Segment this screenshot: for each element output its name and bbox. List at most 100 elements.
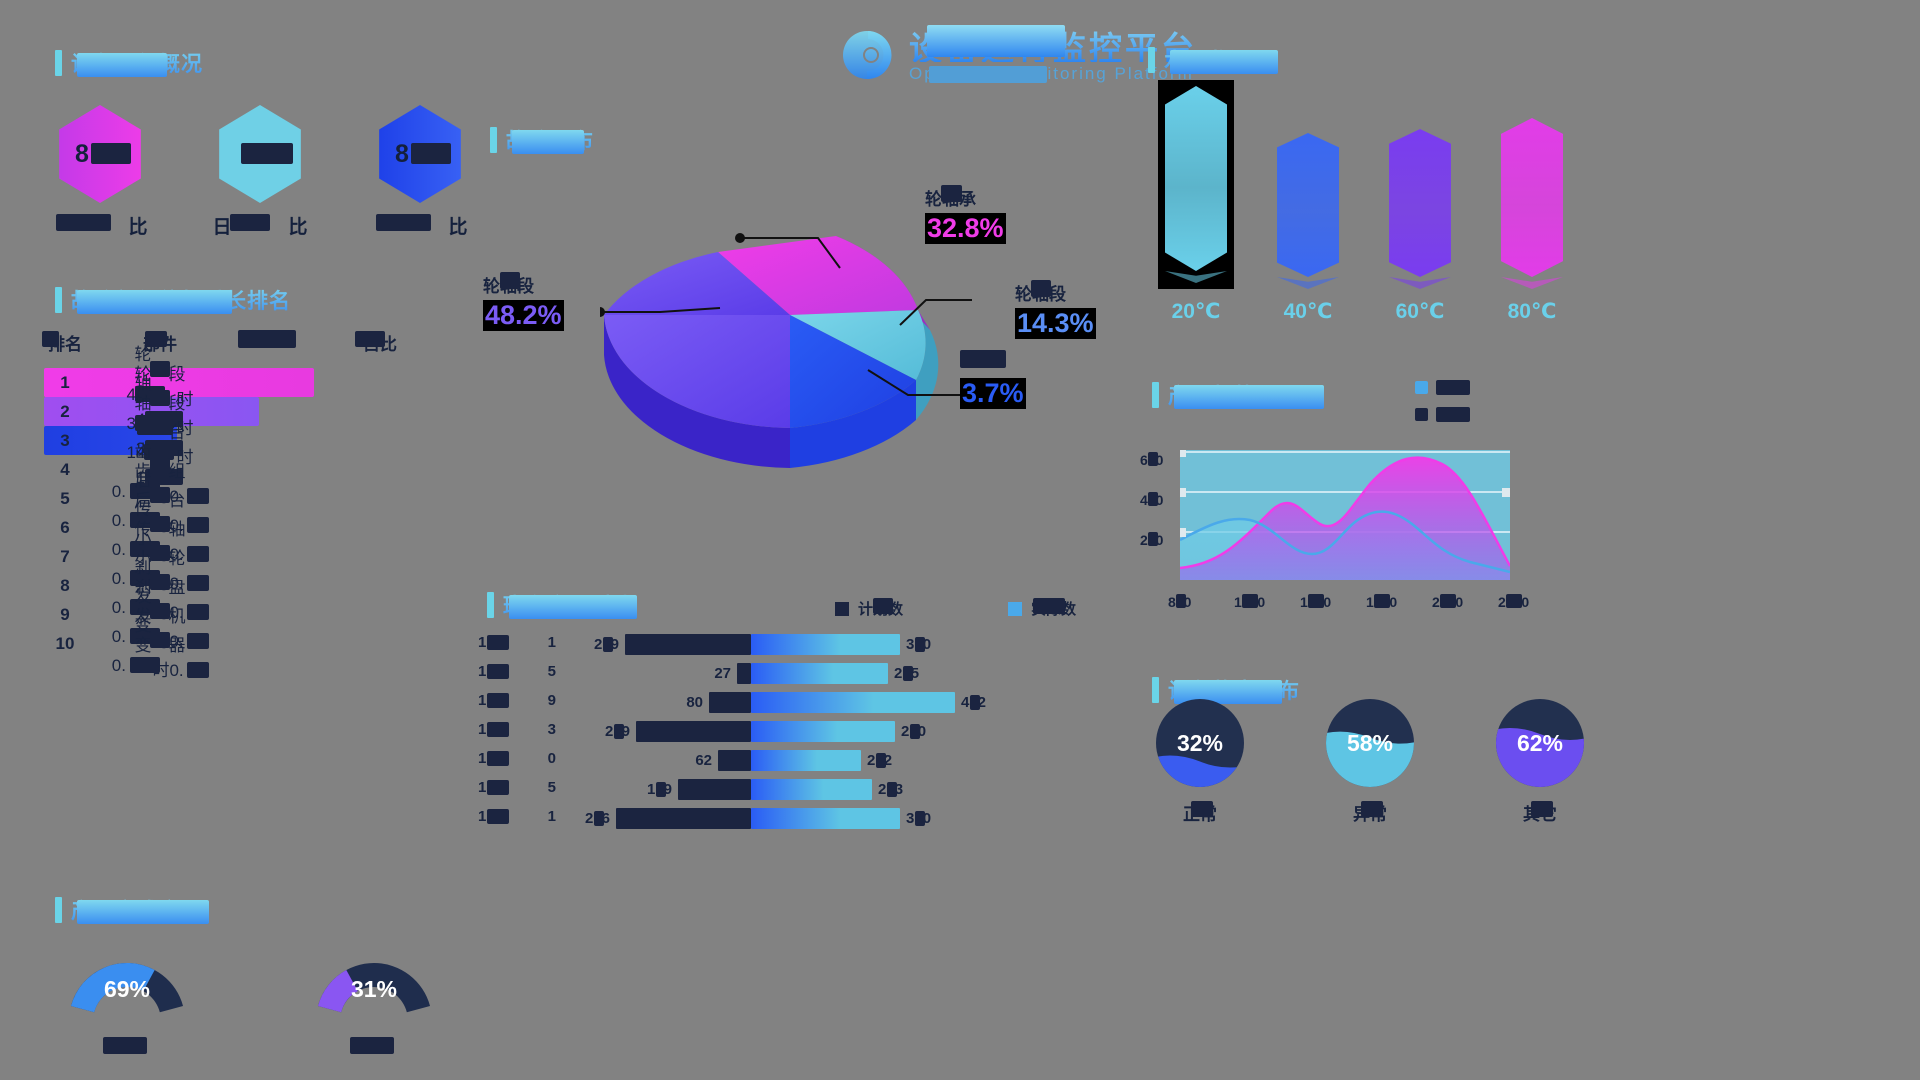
svg-text:69%: 69% bbox=[104, 976, 150, 1002]
table-row[interactable]: 5后置台后后置台后台0.6小时0.时0.6%0.% bbox=[20, 471, 440, 535]
tornado-row[interactable]: 1月515 2727 27525 bbox=[478, 659, 1038, 688]
liquid-gauge[interactable]: 62% 其它 bbox=[1490, 695, 1590, 825]
kpi-value: 60% bbox=[235, 140, 293, 169]
table-row[interactable]: 9发电机发发电机发机0.2小时0.时0.2%0.% bbox=[20, 587, 440, 651]
fault-distribution-pie-chart[interactable] bbox=[595, 190, 980, 480]
planned-bar bbox=[709, 692, 751, 713]
planned-value: 23929 bbox=[593, 636, 619, 653]
gauge-ball: 58% bbox=[1326, 699, 1414, 787]
tornado-row[interactable]: 1月111 25626 30030 bbox=[478, 804, 1038, 833]
table-row[interactable]: 2轴承段轴轴承段轴段32.6小时3时32.6%3 bbox=[20, 374, 440, 458]
row-category-label: 1月515 bbox=[478, 779, 556, 796]
rank-number: 6 bbox=[60, 517, 70, 537]
tornado-row[interactable]: 1月515 13919 24323 bbox=[478, 775, 1038, 804]
table-row[interactable]: 8刹车盘刹刹车盘刹盘0.3小时0.时0.3%0.% bbox=[20, 558, 440, 622]
title-accent-bar bbox=[490, 127, 497, 153]
temperature-bar-chart[interactable]: 20℃ 40℃ 60℃ 80℃ bbox=[1158, 80, 1563, 324]
rank-number: 9 bbox=[60, 604, 70, 624]
planned-bar bbox=[625, 634, 751, 655]
tornado-row[interactable]: 1月919 8080 41242 bbox=[478, 688, 1038, 717]
table-row[interactable]: 6传动轴传传动轴传轴0.5小时0.时0.5%0.% bbox=[20, 500, 440, 564]
production-trend-chart[interactable] bbox=[1176, 448, 1512, 580]
pie-label-item: 轮轴承 32.8% bbox=[925, 185, 1006, 244]
y-axis-tick: 40040 bbox=[1140, 492, 1164, 508]
table-row[interactable]: 7小车轮小小车轮小轮0.4小时0.时0.4%0.% bbox=[20, 529, 440, 593]
kpi-caption: 合格率占比比 bbox=[372, 212, 468, 239]
kpi-hex-shape: 85%8 bbox=[379, 105, 461, 203]
actual-value: 22222 bbox=[867, 752, 893, 769]
shift-output-tornado-chart[interactable]: 1月111 23929 30030 1月515 2727 27525 1月919 8080 41… bbox=[478, 630, 1038, 833]
title-redaction bbox=[927, 25, 1065, 57]
bar-label: 20℃ bbox=[1171, 300, 1221, 323]
gauge-caption: 其它 bbox=[1523, 800, 1557, 825]
temperature-bar[interactable]: 80℃ bbox=[1501, 118, 1563, 324]
table-header-row: 排名 部件 时长 占比 bbox=[20, 330, 440, 368]
tornado-panel-title: 班次产量对比 bbox=[487, 590, 637, 620]
kpi-card[interactable]: 60% 日产量占比日比 bbox=[210, 105, 310, 239]
bar-column bbox=[1501, 118, 1563, 277]
liquid-gauge[interactable]: 58% 异常 bbox=[1320, 695, 1420, 825]
device-status-gauge-group: 32% 正常 58% 异常 62% 其它 bbox=[1150, 695, 1590, 825]
gauge-arc: 31% bbox=[317, 963, 431, 1013]
planned-bar bbox=[636, 721, 751, 742]
kpi-card[interactable]: 85%8 合格率占比比 bbox=[370, 105, 470, 239]
arc-gauge[interactable]: 31% 待完成 bbox=[307, 935, 442, 1061]
planned-value-group: 6262 bbox=[556, 750, 751, 771]
table-row[interactable]: 3驱动台驱动台台14.5小时14时14.5%1 bbox=[20, 419, 440, 487]
temperature-bar[interactable]: 40℃ bbox=[1277, 133, 1339, 324]
kpi-card[interactable]: 80%8 开机率占比比 bbox=[50, 105, 150, 239]
actual-bar bbox=[751, 721, 895, 742]
planned-value-group: 2727 bbox=[556, 663, 751, 684]
legend-swatch-icon bbox=[1415, 381, 1428, 394]
actual-value: 30030 bbox=[906, 810, 932, 827]
legend-label: 计划量 bbox=[1436, 380, 1470, 395]
percent-value: 0.6%0.% bbox=[169, 516, 210, 535]
duration-value: 14.5小时14时 bbox=[126, 443, 194, 467]
actual-value: 30030 bbox=[906, 636, 932, 653]
kpi-hex-shape: 80%8 bbox=[59, 105, 141, 203]
x-axis-tick: 160010 bbox=[1366, 594, 1398, 610]
tornado-row[interactable]: 1月313 21929 29020 bbox=[478, 717, 1038, 746]
planned-value-group: 8080 bbox=[556, 692, 751, 713]
temperature-bar[interactable]: 20℃ bbox=[1158, 80, 1234, 324]
percent-value: 0.2%0.% bbox=[169, 632, 210, 651]
actual-value: 41242 bbox=[960, 694, 986, 711]
tornado-row[interactable]: 1月111 23929 30030 bbox=[478, 630, 1038, 659]
rank-number: 8 bbox=[60, 575, 70, 595]
planned-bar bbox=[737, 663, 751, 684]
kpi-hex-shape: 60% bbox=[219, 105, 301, 203]
row-category-label: 1月919 bbox=[478, 692, 556, 709]
table-row[interactable]: 4齿轮组齿齿轮组齿组0.8小时0.时0.8%0.% bbox=[20, 442, 440, 506]
bar-column bbox=[1389, 129, 1451, 277]
pie-label-item: 轮轴段 14.3% bbox=[1015, 280, 1096, 339]
gauge-caption: 正常 bbox=[1183, 800, 1217, 825]
arc-gauge[interactable]: 69% 完成率 bbox=[60, 935, 195, 1061]
liquid-gauge[interactable]: 32% 正常 bbox=[1150, 695, 1250, 825]
planned-value-group: 23929 bbox=[556, 634, 751, 655]
fault-ranking-table[interactable]: 排名 部件 时长 占比 1轮轴段轮轮轴段轮段41.2小时4时41.2%42轴承段… bbox=[20, 330, 440, 680]
row-category-label: 1月515 bbox=[478, 663, 556, 680]
rank-number: 1 bbox=[60, 372, 70, 392]
x-axis-tick: 100010 bbox=[1234, 594, 1266, 610]
dashboard-header: 设备运行监控平台 Operation Monitoring Platform bbox=[840, 22, 1197, 86]
planned-bar bbox=[718, 750, 751, 771]
tornado-row[interactable]: 1月010 6262 22222 bbox=[478, 746, 1038, 775]
planned-bar bbox=[616, 808, 751, 829]
planned-value: 8080 bbox=[686, 694, 703, 711]
percent-value: 0.8%0.% bbox=[169, 487, 210, 506]
table-row[interactable]: 1轮轴段轮轮轴段轮段41.2小时4时41.2%4 bbox=[20, 345, 440, 429]
x-axis-tick: 120010 bbox=[1300, 594, 1332, 610]
temperature-bar[interactable]: 60℃ bbox=[1389, 129, 1451, 324]
pie-label-item: 齿轮组 3.7% bbox=[960, 350, 1026, 409]
gauge-ball: 32% bbox=[1156, 699, 1244, 787]
table-row[interactable]: 10变速器变变速器变器0.1小时0.时0.1%0.% bbox=[20, 616, 440, 680]
actual-bar bbox=[751, 808, 900, 829]
row-category-label: 1月111 bbox=[478, 808, 556, 825]
planned-value: 21929 bbox=[604, 723, 630, 740]
actual-bar bbox=[751, 692, 955, 713]
rank-number: 10 bbox=[55, 633, 75, 653]
kpi-card-group: 80%8 开机率占比比 60% 日产量占比日比 85%8 合格率占比比 bbox=[50, 105, 470, 239]
legend-item: 计划量 bbox=[1415, 380, 1470, 395]
title-accent-bar bbox=[55, 287, 62, 313]
percent-value: 0.5%0.% bbox=[169, 545, 210, 564]
